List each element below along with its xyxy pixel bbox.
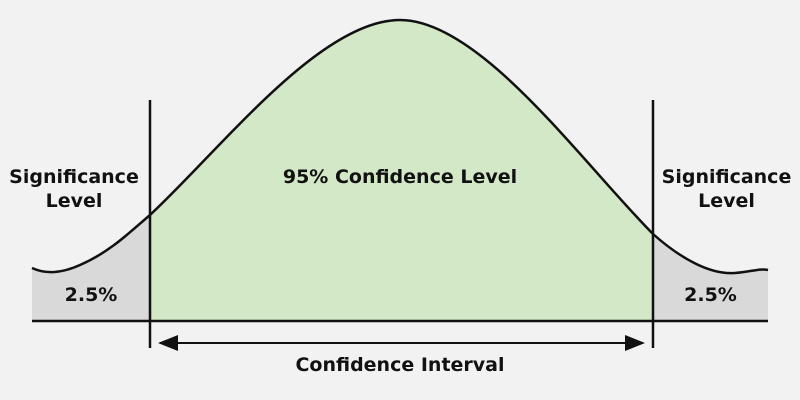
left-significance-line1: Significance bbox=[9, 166, 139, 188]
right-significance-line1: Significance bbox=[661, 166, 792, 188]
bell-curve bbox=[31, 18, 769, 275]
right-tail-percent: 2.5% bbox=[684, 284, 737, 306]
left-tail-percent: 2.5% bbox=[64, 284, 118, 306]
right-significance-line2: Level bbox=[698, 190, 755, 212]
right-significance-label: Significance Level bbox=[653, 165, 800, 213]
confidence-interval-label: Confidence Interval bbox=[295, 354, 505, 376]
left-significance-line2: Level bbox=[45, 190, 103, 212]
confidence-level-label: 95% Confidence Level bbox=[282, 166, 518, 188]
confidence-area bbox=[150, 20, 653, 321]
left-significance-label: Significance Level bbox=[0, 165, 148, 213]
